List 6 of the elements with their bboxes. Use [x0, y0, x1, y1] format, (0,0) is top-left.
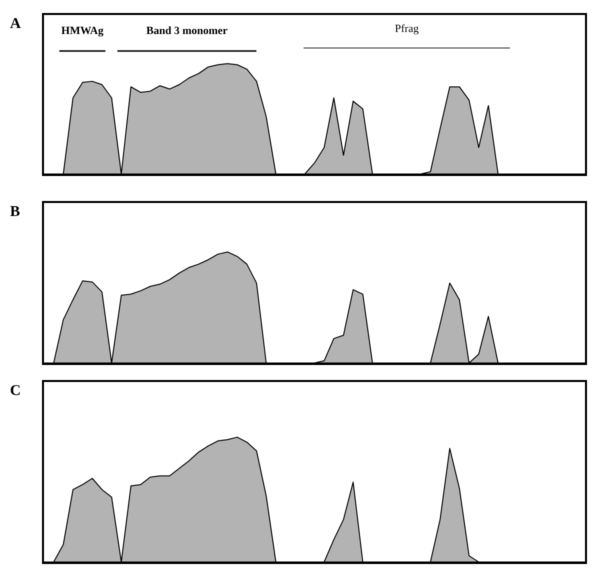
text: Band 3 monomer [146, 25, 228, 37]
chart-title: A [10, 16, 21, 32]
chart-title: B [10, 204, 20, 220]
chart-title: C [10, 383, 21, 399]
text: Pfrag [394, 23, 420, 35]
text: HMWAg [61, 25, 104, 37]
